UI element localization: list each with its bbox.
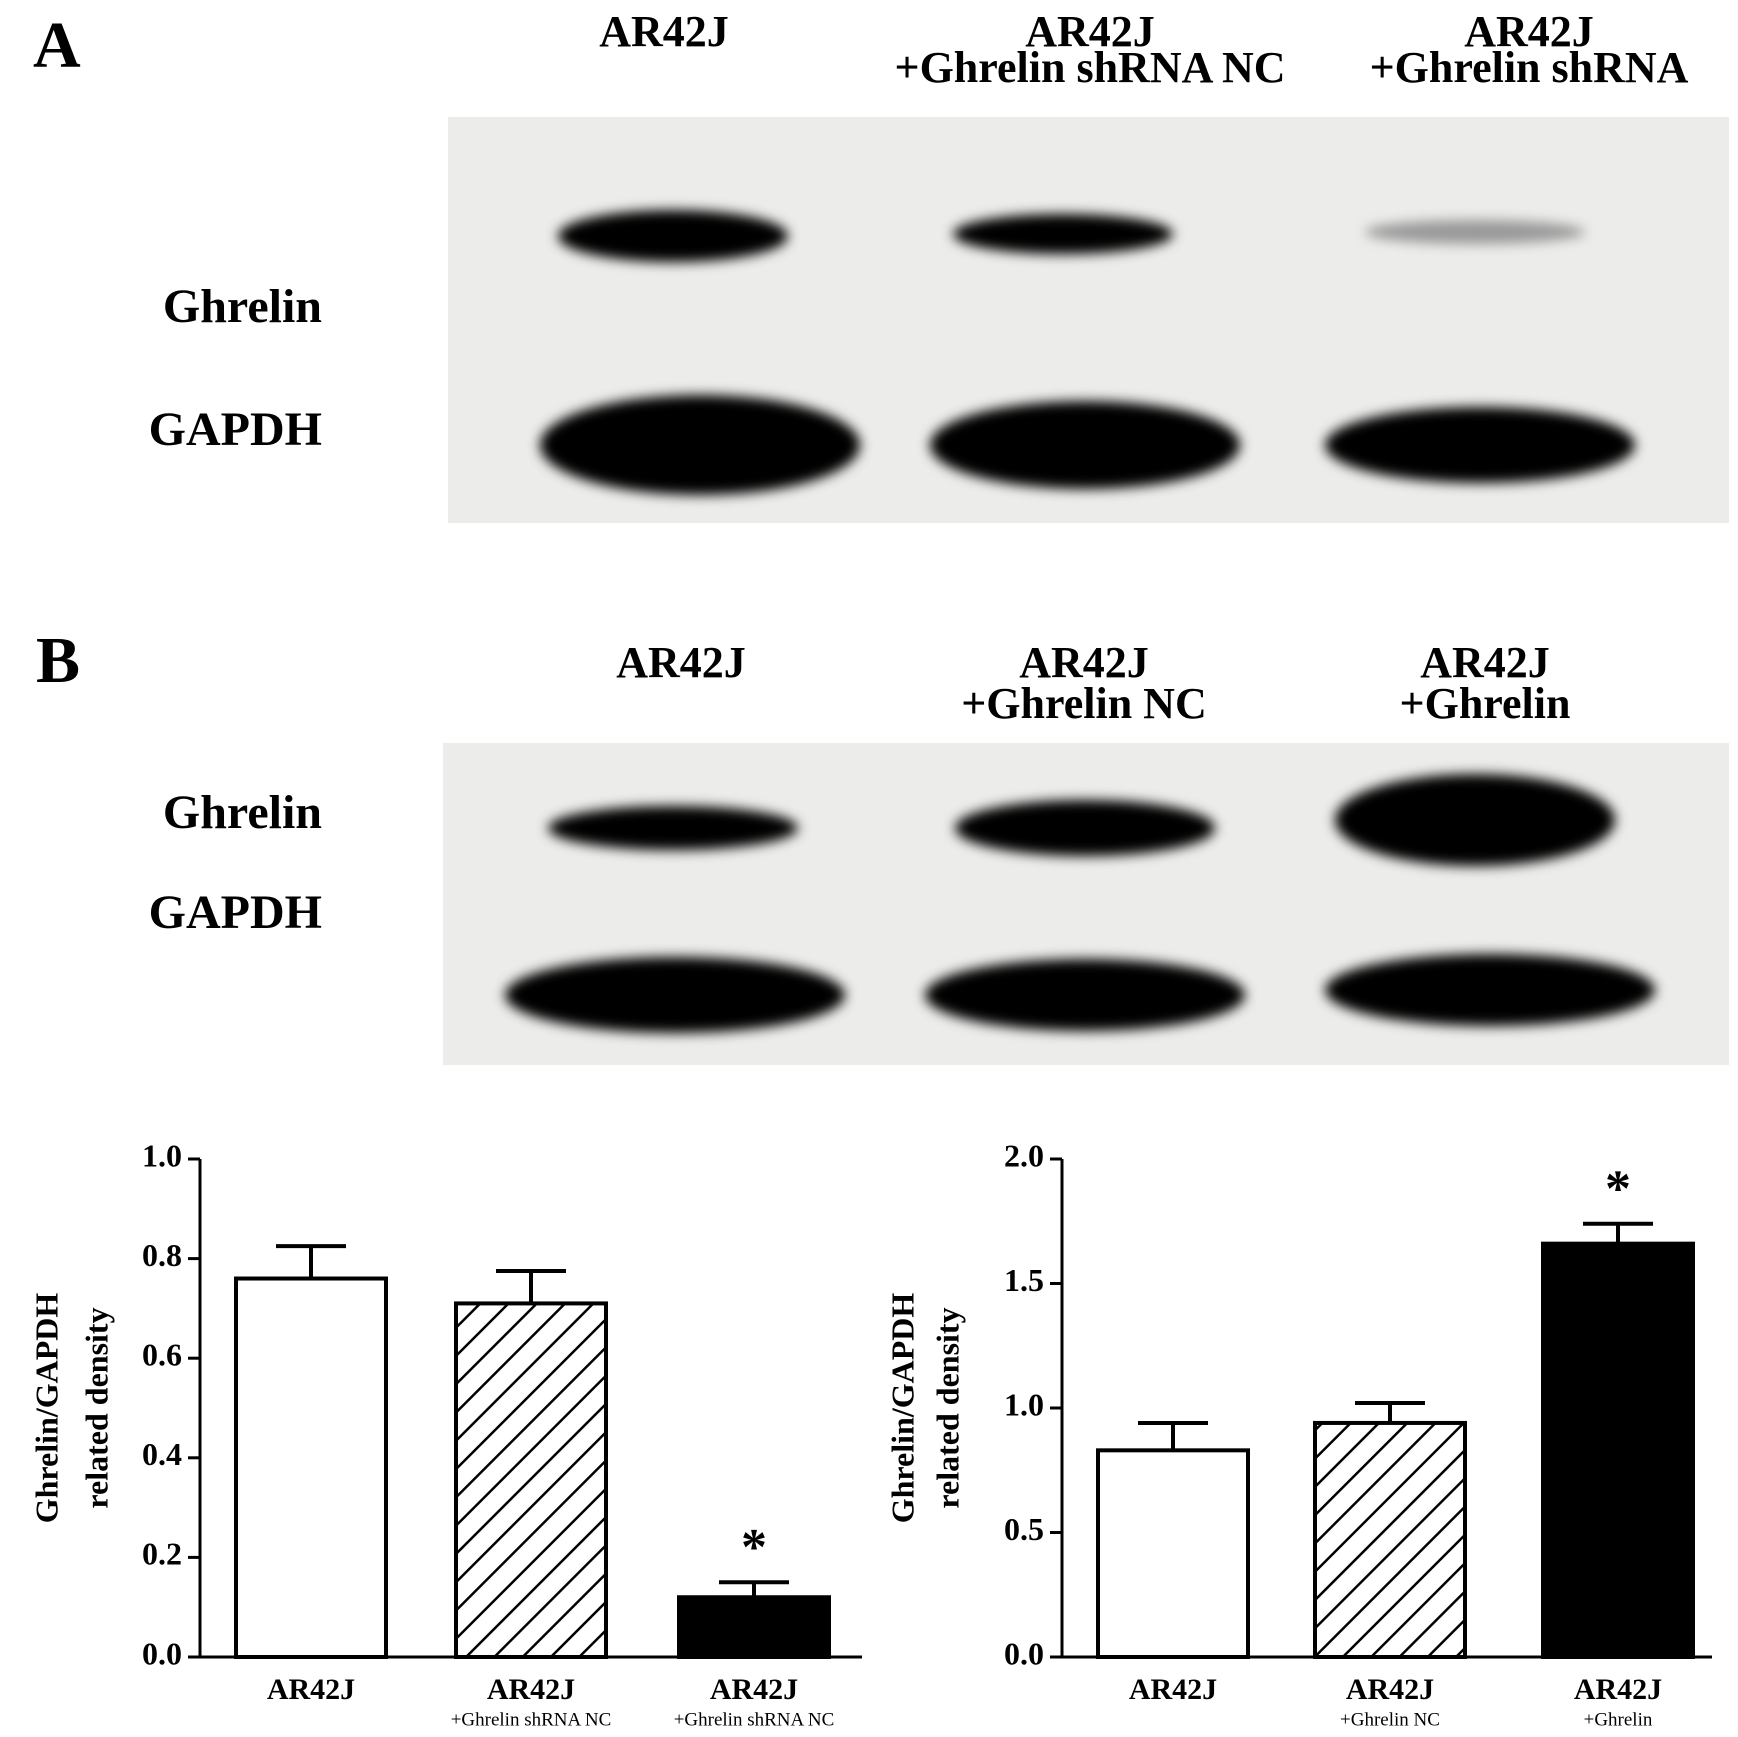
- blot-a: [448, 117, 1729, 523]
- y-axis-label: Ghrelin/GAPDH: [28, 1293, 64, 1524]
- bar: [1313, 1420, 1467, 1659]
- y-axis-label: Ghrelin/GAPDH: [884, 1293, 920, 1524]
- lane-label: AR42J: [1420, 638, 1550, 687]
- x-tick-sublabel: +Ghrelin NC: [1340, 1709, 1440, 1730]
- y-tick-label: 2.0: [1004, 1137, 1044, 1173]
- band-label: GAPDH: [149, 886, 322, 939]
- bar: [234, 1276, 388, 1660]
- band-label: Ghrelin: [163, 786, 322, 839]
- panel-letter: A: [33, 9, 81, 82]
- y-axis-label: related density: [929, 1307, 965, 1508]
- x-tick-sublabel: +Ghrelin shRNA NC: [674, 1709, 835, 1730]
- y-tick-label: 1.0: [142, 1137, 182, 1173]
- bar: [677, 1595, 831, 1659]
- significance-mark: *: [1605, 1161, 1631, 1218]
- y-tick-label: 1.0: [1004, 1386, 1044, 1422]
- y-tick-label: 0.6: [142, 1337, 182, 1373]
- y-tick-label: 1.5: [1004, 1262, 1044, 1298]
- y-axis-label: related density: [78, 1307, 114, 1508]
- band-label: Ghrelin: [163, 280, 322, 333]
- x-tick-label: AR42J: [487, 1673, 575, 1706]
- panel-letter: B: [36, 624, 80, 697]
- band-label: GAPDH: [149, 403, 322, 456]
- y-tick-label: 0.0: [142, 1635, 182, 1671]
- bar: [454, 1301, 608, 1660]
- lane-label: +Ghrelin: [1400, 679, 1571, 728]
- blot-b: [443, 743, 1729, 1065]
- bar: [1096, 1448, 1250, 1659]
- bar: [1541, 1241, 1695, 1660]
- lane-label: +Ghrelin NC: [961, 679, 1207, 728]
- x-tick-sublabel: +Ghrelin shRNA NC: [451, 1709, 612, 1730]
- lane-label: +Ghrelin shRNA: [1370, 43, 1689, 92]
- lane-label: AR42J: [1464, 7, 1594, 56]
- y-tick-label: 0.5: [1004, 1511, 1044, 1547]
- lane-label: AR42J: [1025, 7, 1155, 56]
- y-tick-label: 0.8: [142, 1237, 182, 1273]
- lane-label: +Ghrelin shRNA NC: [895, 43, 1286, 92]
- x-tick-label: AR42J: [1346, 1673, 1434, 1706]
- x-tick-label: AR42J: [267, 1673, 355, 1706]
- x-tick-label: AR42J: [1574, 1673, 1662, 1706]
- x-tick-sublabel: +Ghrelin: [1584, 1709, 1653, 1730]
- significance-mark: *: [741, 1519, 767, 1576]
- lane-label: AR42J: [616, 638, 746, 687]
- x-tick-label: AR42J: [1129, 1673, 1217, 1706]
- y-tick-label: 0.2: [142, 1536, 182, 1572]
- y-tick-label: 0.0: [1004, 1635, 1044, 1671]
- y-tick-label: 0.4: [142, 1436, 182, 1472]
- lane-label: AR42J: [599, 7, 729, 56]
- x-tick-label: AR42J: [710, 1673, 798, 1706]
- lane-label: AR42J: [1019, 638, 1149, 687]
